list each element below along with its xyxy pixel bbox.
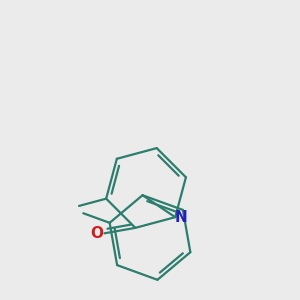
- Text: N: N: [175, 210, 188, 225]
- Text: O: O: [91, 226, 104, 241]
